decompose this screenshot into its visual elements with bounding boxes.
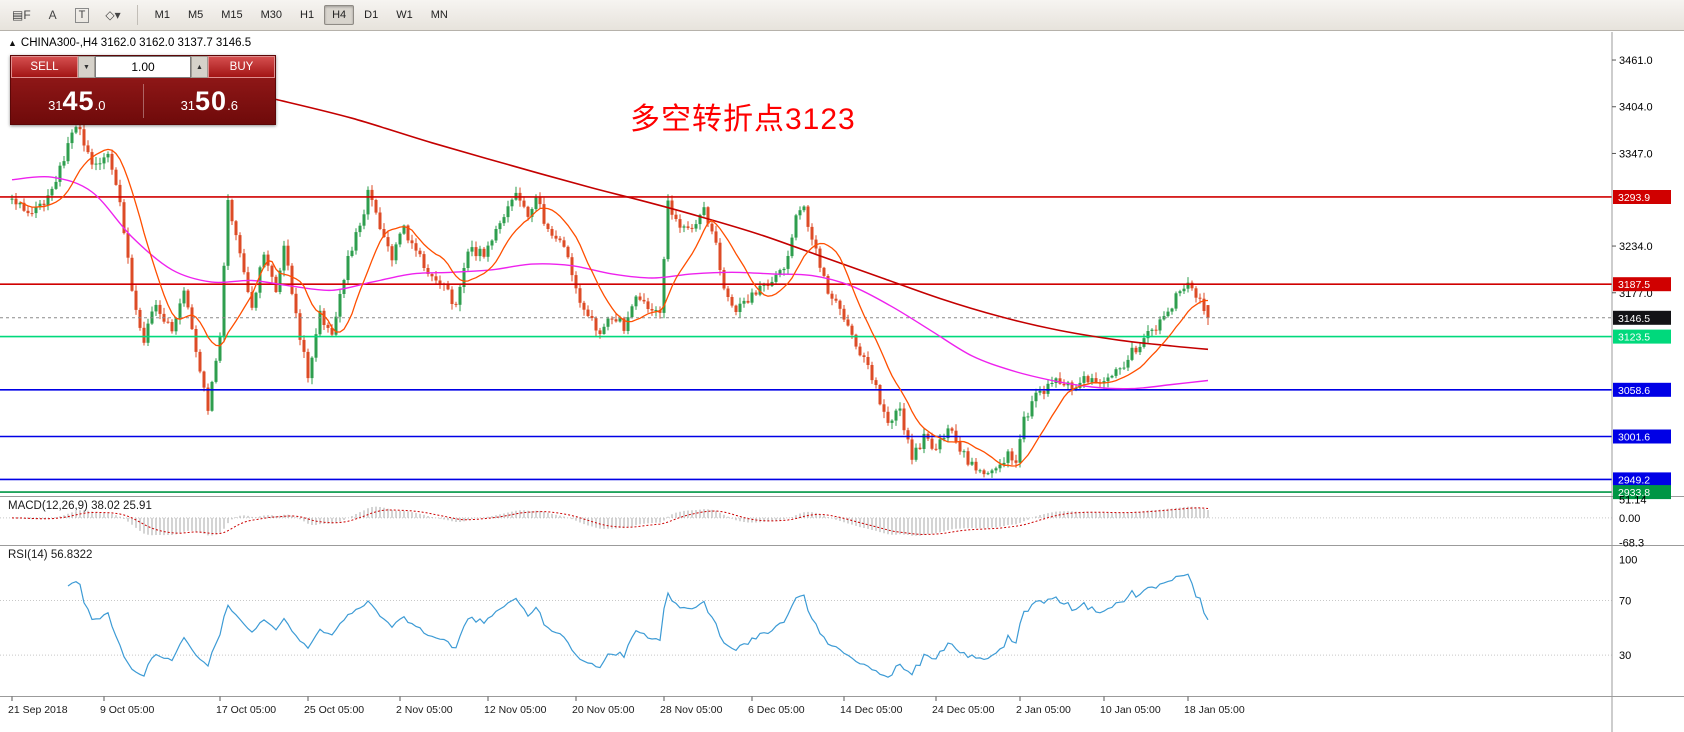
volume-decrease-button[interactable]: ▼	[78, 56, 95, 78]
macd-tick-51.14: 51.14	[1619, 495, 1647, 507]
ma-medium-line	[11, 175, 1209, 390]
time-tick: 21 Sep 2018	[8, 704, 68, 716]
price-divider	[142, 84, 144, 118]
timeframe-M15[interactable]: M15	[213, 5, 250, 25]
sell-button[interactable]: SELL	[11, 56, 78, 78]
price-tick-3461: 3461.0	[1619, 55, 1653, 67]
rsi-tick-30: 30	[1619, 650, 1631, 662]
chart-background	[0, 32, 1684, 732]
time-tick: 12 Nov 05:00	[484, 704, 547, 716]
timeframe-H1[interactable]: H1	[292, 5, 322, 25]
sell-price-prefix: 31	[48, 97, 63, 113]
shapes-tool-icon[interactable]: ◇▾	[98, 4, 127, 26]
rsi-label: RSI(14) 56.8322	[8, 549, 92, 561]
price-tick-3234: 3234.0	[1619, 241, 1653, 253]
price-tick-3404: 3404.0	[1619, 102, 1653, 114]
oct-toggle-icon[interactable]: ▲	[8, 38, 17, 48]
macd-tick-0.00: 0.00	[1619, 513, 1640, 525]
timeframe-W1[interactable]: W1	[388, 5, 421, 25]
price-label-3123.5: 3123.5	[1613, 329, 1671, 344]
price-label-2949.2: 2949.2	[1613, 472, 1671, 487]
chart-templates-glyph: ▤F	[12, 8, 31, 22]
text-tool-icon[interactable]: T	[68, 4, 97, 26]
price-label-3001.6: 3001.6	[1613, 429, 1671, 444]
time-tick: 2 Jan 05:00	[1016, 704, 1071, 716]
price-label-3058.6: 3058.6	[1613, 382, 1671, 397]
buy-button[interactable]: BUY	[208, 56, 275, 78]
buy-price-big: 50	[195, 85, 228, 116]
one-click-trading-panel: SELL ▼ ▲ BUY 3145.0 3150.6	[10, 55, 276, 125]
timeframe-D1[interactable]: D1	[356, 5, 386, 25]
buy-price-suffix: .6	[227, 97, 238, 113]
chart-header: ▲ CHINA300-,H4 3162.0 3162.0 3137.7 3146.…	[8, 37, 251, 49]
time-tick: 28 Nov 05:00	[660, 704, 723, 716]
sell-price-big: 45	[62, 85, 95, 116]
time-tick: 25 Oct 05:00	[304, 704, 364, 716]
toolbar-separator	[136, 5, 138, 25]
svg-text:3187.5: 3187.5	[1618, 279, 1650, 291]
svg-text:3001.6: 3001.6	[1618, 432, 1650, 444]
chart-area: MACD(12,26,9) 38.02 25.91 RSI(14) 56.8322…	[0, 32, 1684, 732]
toolbar-icon-group: ▤F A T ◇▾	[4, 4, 129, 26]
rsi-tick-70: 70	[1619, 596, 1631, 608]
chart-templates-icon[interactable]: ▤F	[5, 4, 38, 26]
time-tick: 14 Dec 05:00	[840, 704, 903, 716]
svg-text:2949.2: 2949.2	[1618, 474, 1650, 486]
rsi-line	[67, 573, 1209, 678]
svg-text:3058.6: 3058.6	[1618, 385, 1650, 397]
timeframe-MN[interactable]: MN	[423, 5, 456, 25]
price-tick-3347: 3347.0	[1619, 149, 1653, 161]
buy-price-prefix: 31	[180, 97, 196, 113]
rsi-tick-100: 100	[1619, 555, 1637, 567]
sell-price[interactable]: 3145.0	[11, 86, 143, 117]
shapes-tool-glyph: ◇▾	[105, 8, 121, 22]
timeframe-H4[interactable]: H4	[324, 5, 355, 25]
time-tick: 6 Dec 05:00	[748, 704, 805, 716]
time-tick: 9 Oct 05:00	[100, 704, 154, 716]
macd-signal-line	[11, 507, 1209, 536]
svg-text:3293.9: 3293.9	[1618, 192, 1650, 204]
timeframe-M30[interactable]: M30	[253, 5, 290, 25]
macd-tick--68.3: -68.3	[1619, 538, 1644, 550]
macd-label: MACD(12,26,9) 38.02 25.91	[8, 500, 152, 512]
timeframe-group: M1 M5 M15 M30 H1 H4 D1 W1 MN	[146, 5, 457, 25]
time-tick: 10 Jan 05:00	[1100, 704, 1161, 716]
trade-prices-row: 3145.0 3150.6	[11, 78, 275, 124]
price-label-3293.9: 3293.9	[1613, 190, 1671, 204]
svg-text:2933.8: 2933.8	[1618, 487, 1650, 499]
timeframe-M5[interactable]: M5	[180, 5, 211, 25]
time-tick: 24 Dec 05:00	[932, 704, 995, 716]
time-tick: 18 Jan 05:00	[1184, 704, 1245, 716]
price-label-3187.5: 3187.5	[1613, 277, 1671, 292]
sell-price-suffix: .0	[94, 97, 106, 113]
ma-fast-line	[19, 148, 1209, 467]
price-chart-canvas[interactable]: MACD(12,26,9) 38.02 25.91 RSI(14) 56.8322…	[0, 32, 1684, 732]
chart-annotation-text: 多空转折点3123	[630, 103, 856, 136]
toolbar: ▤F A T ◇▾ M1 M5 M15 M30 H1 H4 D1 W1 MN	[0, 0, 1684, 31]
volume-input[interactable]	[95, 56, 191, 78]
time-tick: 17 Oct 05:00	[216, 704, 276, 716]
text-tool-glyph: T	[74, 7, 90, 23]
bid-price-label: 3146.5	[1613, 310, 1671, 325]
svg-text:3146.5: 3146.5	[1618, 313, 1650, 325]
time-tick: 2 Nov 05:00	[396, 704, 453, 716]
cursor-tool-glyph: A	[48, 8, 57, 22]
time-tick: 20 Nov 05:00	[572, 704, 635, 716]
buy-price[interactable]: 3150.6	[144, 86, 276, 117]
volume-increase-button[interactable]: ▲	[191, 56, 208, 78]
ma-slow-line	[275, 98, 1209, 351]
timeframe-M1[interactable]: M1	[147, 5, 178, 25]
trade-controls-row: SELL ▼ ▲ BUY	[11, 56, 275, 78]
symbol-ohlc-label: CHINA300-,H4 3162.0 3162.0 3137.7 3146.5	[20, 37, 252, 49]
svg-text:3123.5: 3123.5	[1618, 332, 1650, 344]
cursor-tool-icon[interactable]: A	[40, 4, 66, 26]
price-label-2933.8: 2933.8	[1613, 485, 1671, 500]
